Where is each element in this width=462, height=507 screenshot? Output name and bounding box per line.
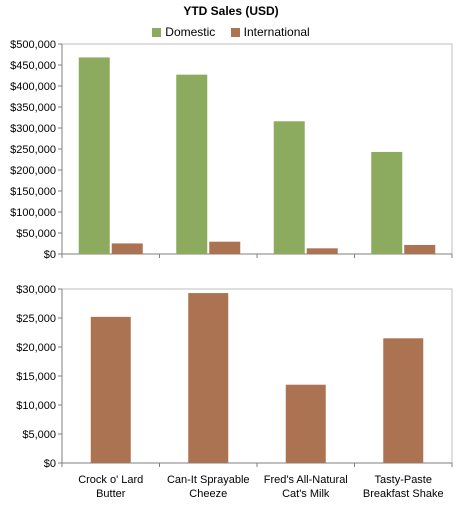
legend-swatch-domestic (152, 27, 162, 37)
y-tick-label: $150,000 (10, 186, 56, 198)
y-tick-label: $25,000 (16, 313, 56, 325)
bar-1-0-3 (383, 338, 424, 463)
x-tick-label: Fred's All-Natural Cat's Milk (263, 474, 348, 500)
bar-1-0-0 (90, 316, 131, 463)
x-tick-label: Tasty-Paste Breakfast Shake (362, 474, 444, 500)
legend: Domestic International (0, 25, 462, 40)
bar-0-0-3 (371, 151, 403, 254)
bar-0-1-3 (404, 244, 436, 254)
bar-0-0-1 (176, 74, 208, 254)
y-tick-label: $450,000 (10, 60, 56, 72)
y-tick-label: $10,000 (16, 400, 56, 412)
y-tick-label: $20,000 (16, 342, 56, 354)
x-tick-label: Crock o' Lard Butter (78, 474, 144, 500)
y-tick-label: $30,000 (16, 284, 56, 296)
chart-title: YTD Sales (USD) (183, 4, 279, 18)
bar-0-1-1 (209, 241, 241, 254)
bar-0-0-0 (78, 57, 110, 254)
y-tick-label: $50,000 (16, 228, 56, 240)
legend-swatch-international (230, 27, 240, 37)
legend-item-domestic: Domestic (152, 25, 215, 39)
y-tick-label: $0 (44, 249, 56, 261)
legend-item-international: International (230, 25, 310, 39)
bar-0-1-0 (111, 243, 143, 254)
y-tick-label: $5,000 (22, 429, 56, 441)
y-tick-label: $0 (44, 458, 56, 470)
bar-1-0-2 (285, 384, 326, 463)
y-tick-label: $350,000 (10, 102, 56, 114)
y-tick-label: $500,000 (10, 39, 56, 51)
y-tick-label: $200,000 (10, 165, 56, 177)
bar-0-1-2 (306, 248, 338, 254)
y-tick-label: $300,000 (10, 123, 56, 135)
bar-1-0-1 (188, 293, 229, 463)
legend-label-international: International (243, 25, 310, 39)
x-tick-label: Can-It Sprayable Cheeze (166, 474, 250, 500)
y-tick-label: $15,000 (16, 371, 56, 383)
y-tick-label: $400,000 (10, 81, 56, 93)
legend-label-domestic: Domestic (165, 25, 216, 39)
y-tick-label: $250,000 (10, 144, 56, 156)
y-tick-label: $100,000 (10, 207, 56, 219)
bar-0-0-2 (273, 121, 305, 254)
